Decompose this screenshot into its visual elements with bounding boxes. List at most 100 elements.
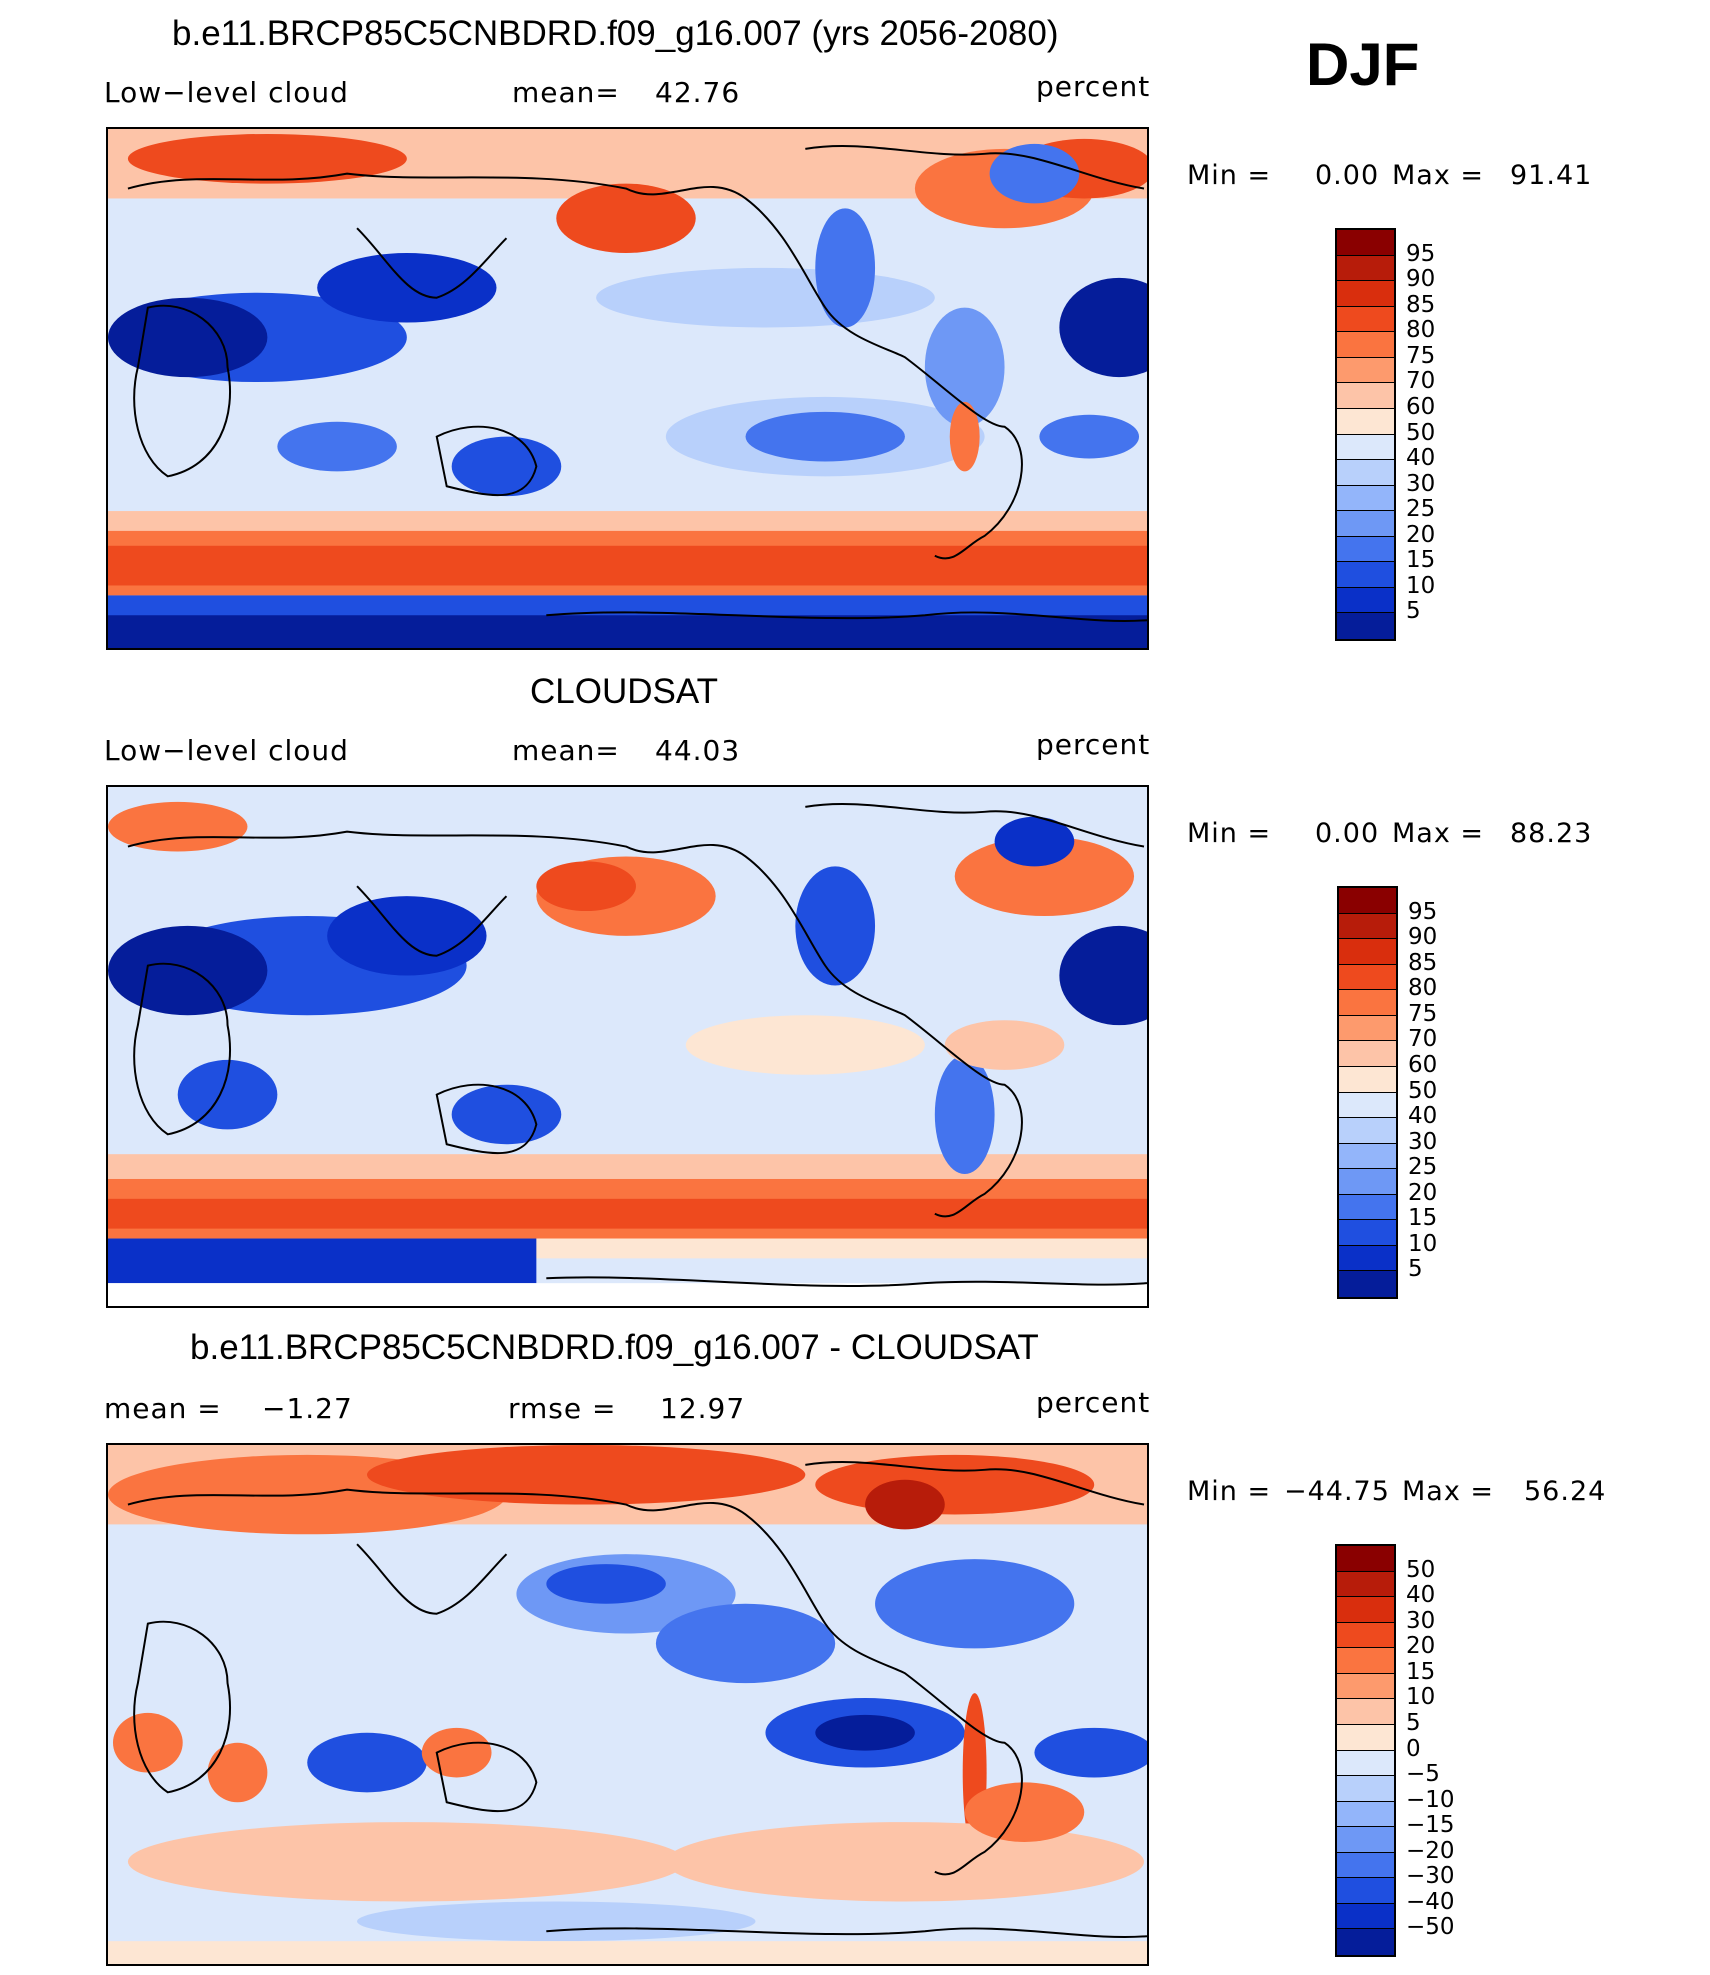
colorbar-tick-label: 90: [1408, 924, 1438, 951]
panel-2-colorbar: [1337, 886, 1398, 1299]
panel-2-max-label: Max =: [1392, 818, 1485, 849]
colorbar-swatch: [1339, 1092, 1396, 1119]
colorbar-tick-label: 80: [1408, 975, 1438, 1002]
colorbar-tick-label: 90: [1406, 266, 1436, 293]
colorbar-tick-label: 75: [1406, 342, 1436, 369]
colorbar-tick-label: 5: [1408, 1256, 1423, 1283]
panel-2-mean-value: 44.03: [655, 734, 741, 767]
colorbar-swatch: [1337, 306, 1394, 333]
panel-3-map: [106, 1443, 1149, 1966]
colorbar-tick-label: 40: [1408, 1103, 1438, 1130]
colorbar-swatch: [1339, 964, 1396, 991]
colorbar-swatch: [1337, 255, 1394, 282]
colorbar-tick-label: 15: [1406, 1658, 1436, 1685]
panel-2-min-label: Min =: [1187, 818, 1272, 849]
colorbar-tick-label: 20: [1408, 1179, 1438, 1206]
panel-1-colorbar: [1335, 228, 1396, 641]
colorbar-tick-label: 30: [1408, 1128, 1438, 1155]
colorbar-swatch: [1337, 1852, 1394, 1879]
colorbar-swatch: [1339, 1220, 1396, 1246]
colorbar-tick-label: 5: [1406, 598, 1421, 625]
panel-2-map: [106, 785, 1149, 1308]
colorbar-tick-label: 10: [1406, 572, 1436, 599]
colorbar-swatch: [1337, 1903, 1394, 1930]
colorbar-swatch: [1339, 888, 1396, 914]
colorbar-tick-label: 20: [1406, 521, 1436, 548]
panel-3-colorbar: [1335, 1544, 1396, 1957]
colorbar-tick-label: 10: [1406, 1684, 1436, 1711]
colorbar-swatch: [1337, 485, 1394, 512]
colorbar-swatch: [1337, 332, 1394, 358]
colorbar-tick-label: 50: [1406, 419, 1436, 446]
panel-2-map-svg: [108, 787, 1147, 1306]
panel-2-title: CLOUDSAT: [530, 672, 718, 711]
colorbar-swatch: [1339, 1245, 1396, 1272]
colorbar-swatch: [1337, 1648, 1394, 1674]
colorbar-tick-label: −15: [1406, 1812, 1455, 1839]
colorbar-tick-label: 95: [1406, 240, 1436, 267]
colorbar-tick-label: 20: [1406, 1633, 1436, 1660]
colorbar-swatch: [1337, 1673, 1394, 1700]
panel-3-title: b.e11.BRCP85C5CNBDRD.f09_g16.007 - CLOUD…: [190, 1328, 1039, 1367]
colorbar-swatch: [1339, 1169, 1396, 1195]
panel-3-min-label: Min =: [1187, 1476, 1272, 1507]
colorbar-tick-label: 95: [1408, 898, 1438, 925]
colorbar-tick-label: 25: [1408, 1154, 1438, 1181]
panel-1-units: percent: [1036, 70, 1151, 103]
colorbar-swatch: [1337, 460, 1394, 486]
colorbar-tick-label: 15: [1406, 547, 1436, 574]
panel-3-rmse-value: 12.97: [660, 1392, 746, 1425]
colorbar-tick-label: 60: [1408, 1051, 1438, 1078]
colorbar-swatch: [1339, 913, 1396, 940]
colorbar-swatch: [1337, 1546, 1394, 1572]
panel-3-mean-value: −1.27: [262, 1392, 353, 1425]
colorbar-swatch: [1337, 230, 1394, 256]
colorbar-tick-label: 40: [1406, 445, 1436, 472]
panel-1-map: [106, 127, 1149, 650]
colorbar-tick-label: 5: [1406, 1709, 1421, 1736]
colorbar-swatch: [1337, 383, 1394, 409]
colorbar-swatch: [1337, 613, 1394, 639]
colorbar-swatch: [1337, 1750, 1394, 1777]
panel-1-min-label: Min =: [1187, 160, 1272, 191]
panel-1-title: b.e11.BRCP85C5CNBDRD.f09_g16.007 (yrs 20…: [172, 14, 1059, 53]
colorbar-swatch: [1337, 1597, 1394, 1623]
colorbar-tick-label: −40: [1406, 1888, 1455, 1915]
panel-1-mean-label: mean=: [512, 76, 620, 109]
colorbar-swatch: [1339, 1041, 1396, 1067]
panel-3-max-value: 56.24: [1524, 1476, 1607, 1507]
colorbar-tick-label: 85: [1406, 291, 1436, 318]
colorbar-tick-label: 10: [1408, 1230, 1438, 1257]
season-label: DJF: [1306, 31, 1420, 98]
colorbar-swatch: [1339, 1066, 1396, 1093]
colorbar-swatch: [1339, 939, 1396, 965]
colorbar-tick-label: 0: [1406, 1735, 1421, 1762]
colorbar-tick-label: −30: [1406, 1863, 1455, 1890]
colorbar-tick-label: 80: [1406, 317, 1436, 344]
panel-2-max-value: 88.23: [1510, 818, 1593, 849]
colorbar-swatch: [1337, 357, 1394, 384]
panel-3-max-label: Max =: [1402, 1476, 1495, 1507]
colorbar-swatch: [1339, 1194, 1396, 1221]
colorbar-tick-label: 50: [1406, 1556, 1436, 1583]
colorbar-tick-label: 70: [1406, 368, 1436, 395]
colorbar-tick-label: 30: [1406, 1607, 1436, 1634]
colorbar-swatch: [1339, 1118, 1396, 1144]
colorbar-swatch: [1337, 1571, 1394, 1598]
colorbar-tick-label: 50: [1408, 1077, 1438, 1104]
panel-2-field-label: Low−level cloud: [104, 734, 349, 767]
panel-3-map-svg: [108, 1445, 1147, 1964]
panel-1-mean-value: 42.76: [655, 76, 741, 109]
colorbar-swatch: [1337, 511, 1394, 537]
panel-1-min-value: 0.00: [1315, 160, 1380, 191]
panel-3-rmse-label: rmse =: [508, 1392, 617, 1425]
colorbar-swatch: [1337, 1724, 1394, 1751]
panel-1-max-label: Max =: [1392, 160, 1485, 191]
panel-1-max-value: 91.41: [1510, 160, 1593, 191]
panel-3-mean-label: mean =: [104, 1392, 222, 1425]
colorbar-tick-label: −50: [1406, 1914, 1455, 1941]
colorbar-swatch: [1337, 1929, 1394, 1955]
colorbar-swatch: [1337, 408, 1394, 435]
panel-1-field-label: Low−level cloud: [104, 76, 349, 109]
colorbar-swatch: [1337, 1801, 1394, 1828]
